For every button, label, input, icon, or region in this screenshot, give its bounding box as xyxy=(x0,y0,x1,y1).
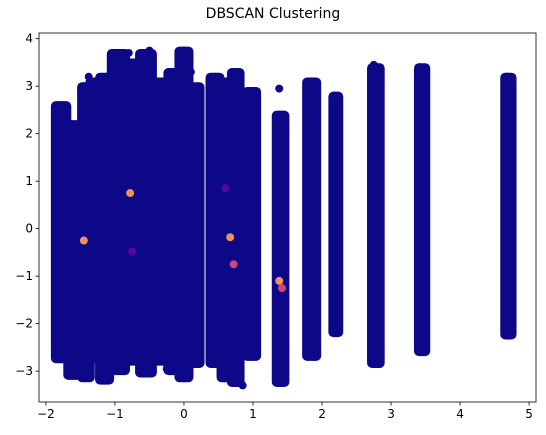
x-tick-label: −2 xyxy=(37,407,55,421)
scatter-point-s0-31 xyxy=(186,67,195,76)
scatter-point-s0-53 xyxy=(333,329,342,338)
scatter-point-s0-49 xyxy=(307,77,316,86)
scatter-point-s3-0 xyxy=(128,247,137,256)
scatter-point-s0-27 xyxy=(176,67,185,76)
scatter-point-s2-1 xyxy=(277,284,286,293)
scatter-point-s0-57 xyxy=(416,63,425,72)
scatter-point-s0-32 xyxy=(193,86,202,95)
cluster-column-15 xyxy=(242,86,262,361)
scatter-point-s0-29 xyxy=(179,374,188,383)
cluster-column-18 xyxy=(328,91,344,338)
scatter-point-s0-56 xyxy=(374,360,383,369)
scatter-point-s0-52 xyxy=(331,91,340,100)
scatter-point-s0-40 xyxy=(231,67,240,76)
scatter-point-s0-6 xyxy=(84,72,93,81)
scatter-point-s0-22 xyxy=(152,352,161,361)
scatter-point-s0-54 xyxy=(369,60,378,69)
y-tick-label: 4 xyxy=(25,32,33,46)
scatter-point-s2-0 xyxy=(229,260,238,269)
x-tick-label: 4 xyxy=(456,407,464,421)
cluster-column-14 xyxy=(226,67,245,388)
scatter-point-s0-55 xyxy=(373,91,382,100)
x-tick-label: 1 xyxy=(249,407,257,421)
scatter-point-s0-30 xyxy=(183,53,192,62)
scatter-point-s0-35 xyxy=(211,72,220,81)
scatter-point-s0-33 xyxy=(195,357,204,366)
scatter-point-s0-47 xyxy=(276,379,285,388)
scatter-point-s0-61 xyxy=(505,331,514,340)
scatter-point-s1-2 xyxy=(275,276,284,285)
scatter-point-s0-13 xyxy=(116,63,125,72)
cluster-column-20 xyxy=(413,63,431,357)
scatter-point-s0-26 xyxy=(173,360,182,369)
scatter-point-s0-3 xyxy=(69,369,78,378)
cluster-column-17 xyxy=(302,77,322,361)
cluster-column-16 xyxy=(271,110,290,388)
scatter-point-s0-17 xyxy=(131,67,140,76)
chart-title: DBSCAN Clustering xyxy=(205,6,341,22)
scatter-point-s0-9 xyxy=(100,376,109,385)
scatter-point-s0-28 xyxy=(179,46,188,55)
y-tick-label: −2 xyxy=(15,317,33,331)
scatter-point-s0-1 xyxy=(59,120,68,129)
y-tick-label: 0 xyxy=(25,222,33,236)
scatter-point-s0-20 xyxy=(145,46,154,55)
scatter-point-s0-34 xyxy=(208,360,217,369)
scatter-point-s0-60 xyxy=(503,72,512,81)
y-tick-label: 2 xyxy=(25,127,33,141)
y-tick-label: −3 xyxy=(15,364,33,378)
scatter-point-s0-36 xyxy=(217,79,226,88)
x-tick-label: 5 xyxy=(525,407,533,421)
scatter-point-s0-43 xyxy=(245,86,254,95)
scatter-point-s0-7 xyxy=(90,79,99,88)
scatter-point-s3-1 xyxy=(221,184,230,193)
scatter-point-s0-2 xyxy=(61,355,70,364)
scatter-point-s0-16 xyxy=(126,352,135,361)
scatter-point-s0-51 xyxy=(311,84,320,93)
scatter-point-s1-3 xyxy=(126,189,135,198)
scatter-point-s0-62 xyxy=(507,89,516,98)
data-layer xyxy=(50,46,517,390)
scatter-point-s0-38 xyxy=(224,77,233,86)
scatter-point-s0-58 xyxy=(420,348,429,357)
scatter-point-s0-14 xyxy=(121,364,130,373)
scatter-point-s0-4 xyxy=(72,127,81,136)
scatter-point-s0-46 xyxy=(275,84,284,93)
scatter-point-s0-23 xyxy=(155,77,164,86)
scatter-point-s0-12 xyxy=(112,53,121,62)
x-tick-label: 2 xyxy=(318,407,326,421)
scatter-point-s0-44 xyxy=(248,352,257,361)
scatter-point-s0-10 xyxy=(102,72,111,81)
x-tick-label: 3 xyxy=(387,407,395,421)
scatter-point-s1-0 xyxy=(79,236,88,245)
y-tick-label: 3 xyxy=(25,79,33,93)
scatter-point-s0-5 xyxy=(79,82,88,91)
y-tick-label: −1 xyxy=(15,269,33,283)
y-tick-label: 1 xyxy=(25,174,33,188)
x-tick-label: −1 xyxy=(106,407,124,421)
scatter-point-s0-18 xyxy=(138,58,147,67)
scatter-point-s0-19 xyxy=(141,369,150,378)
scatter-point-s0-39 xyxy=(229,379,238,388)
cluster-column-19 xyxy=(367,63,385,369)
scatter-point-s0-48 xyxy=(277,115,286,124)
scatter-point-s1-1 xyxy=(226,233,235,242)
scatter-point-s0-45 xyxy=(250,110,259,119)
cluster-column-21 xyxy=(500,72,517,340)
cluster-column-11 xyxy=(188,82,205,369)
scatter-point-s0-37 xyxy=(221,374,230,383)
scatter-point-s0-15 xyxy=(124,48,133,57)
plot-frame xyxy=(38,32,537,403)
scatter-point-s0-21 xyxy=(148,63,157,72)
scatter-point-s0-0 xyxy=(54,101,63,110)
scatter-point-s0-59 xyxy=(418,84,427,93)
x-tick-label: 0 xyxy=(180,407,188,421)
scatter-point-s0-25 xyxy=(166,79,175,88)
scatter-point-s0-24 xyxy=(162,364,171,373)
scatter-point-s0-42 xyxy=(238,381,247,390)
scatter-point-s0-50 xyxy=(309,352,318,361)
scatter-point-s0-41 xyxy=(233,75,242,84)
